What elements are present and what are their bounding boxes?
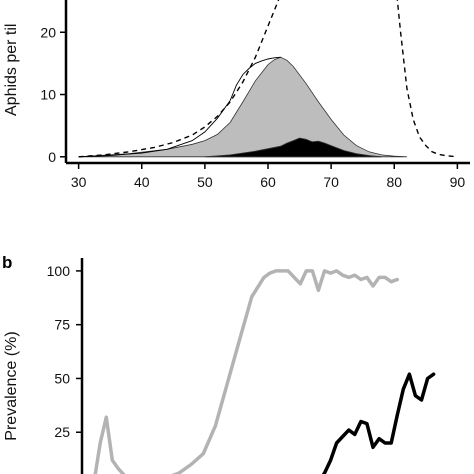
y-tick-label-0: 0	[48, 149, 56, 165]
plot-b-ticks: 25 50 75 100	[47, 263, 82, 440]
panel-a: 304050607080900102030 Aphids per til	[3, 0, 470, 190]
series-line-0	[78, 0, 458, 158]
x-tick-label-70: 70	[323, 174, 339, 190]
x-tick-label-60: 60	[260, 174, 276, 190]
b-y-tick-label-50: 50	[54, 370, 70, 386]
plot-a-marks	[78, 0, 458, 158]
prevalence-line-0	[93, 269, 400, 474]
panel-b-letter: b	[2, 253, 12, 272]
plot-a-ticks: 304050607080900102030	[40, 24, 466, 190]
b-y-tick-label-25: 25	[54, 424, 70, 440]
x-tick-label-30: 30	[71, 174, 87, 190]
plot-b-marks	[93, 269, 436, 474]
x-tick-label-50: 50	[197, 174, 213, 190]
y-tick-label-20: 20	[40, 24, 56, 40]
prevalence-line-1	[321, 372, 436, 474]
b-y-tick-label-100: 100	[47, 263, 71, 279]
panel-b: b 25 50 75 100 Prevalence (%)	[2, 253, 436, 474]
plot-a-y-axis-label: Aphids per til	[3, 24, 20, 117]
x-tick-label-40: 40	[134, 174, 150, 190]
plot-b-y-axis-label: Prevalence (%)	[3, 331, 20, 440]
x-tick-label-80: 80	[386, 174, 402, 190]
series-area-3	[204, 137, 382, 158]
b-y-tick-label-75: 75	[54, 317, 70, 333]
x-tick-label-90: 90	[450, 174, 466, 190]
series-line-1	[78, 56, 281, 158]
y-tick-label-10: 10	[40, 87, 56, 103]
